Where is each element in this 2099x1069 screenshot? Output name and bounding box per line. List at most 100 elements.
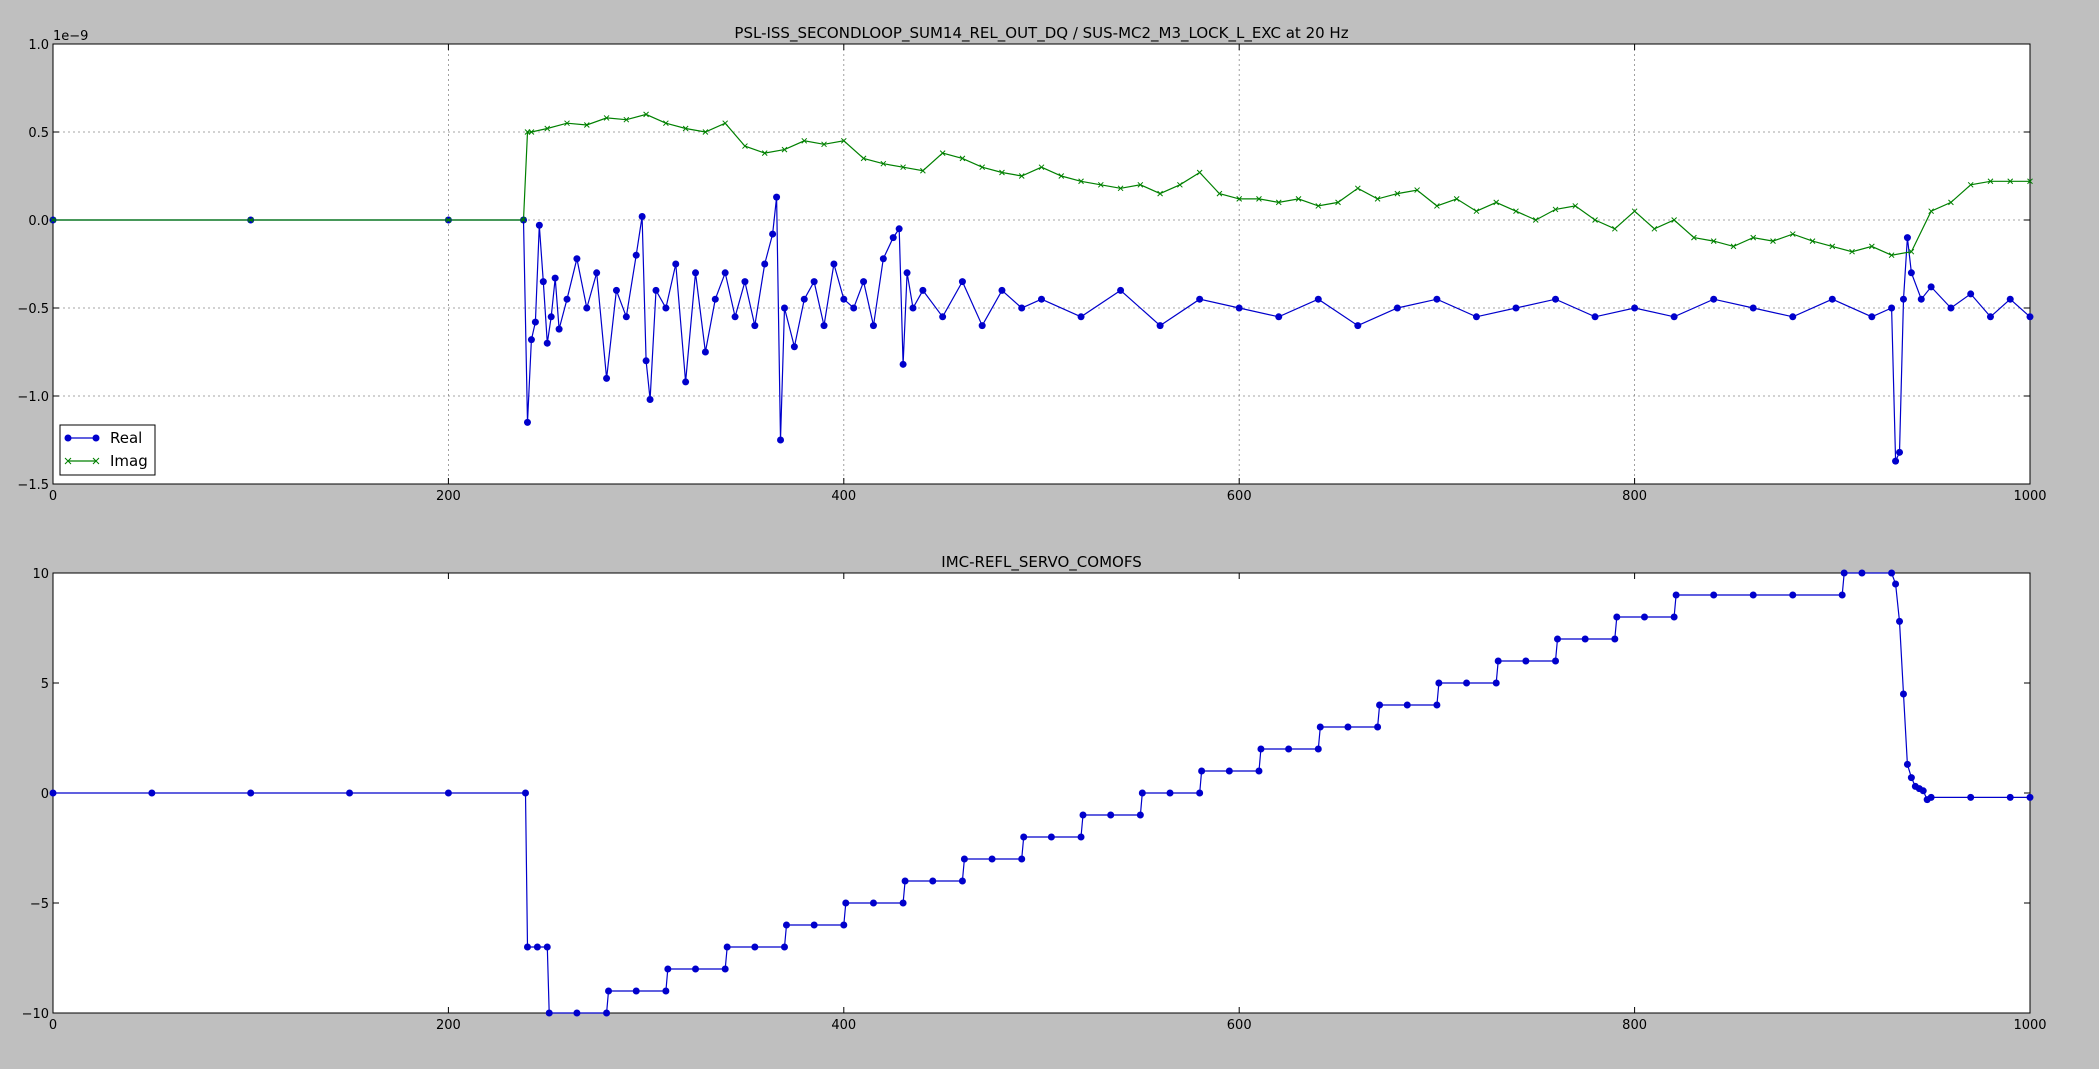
real-point — [840, 295, 848, 303]
series-point — [605, 987, 613, 995]
imag-point — [1058, 173, 1065, 179]
imag-point — [1177, 181, 1183, 188]
imag-point — [900, 164, 906, 171]
imag-point — [663, 120, 669, 127]
y-tick-label: −1.5 — [17, 478, 49, 493]
real-point — [919, 286, 927, 294]
imag-point — [2007, 178, 2014, 185]
real-point — [692, 269, 700, 277]
series-point — [1903, 760, 1911, 768]
series-point — [1967, 793, 1975, 801]
x-tick-label: 1000 — [2013, 1018, 2046, 1033]
real-point — [751, 322, 759, 330]
real-point — [543, 339, 551, 347]
x-tick-label: 800 — [1622, 489, 1647, 504]
real-point — [1710, 295, 1718, 303]
real-point — [2026, 313, 2034, 321]
top-plot-series — [49, 111, 2034, 465]
real-point — [646, 396, 654, 404]
real-point — [1967, 290, 1975, 298]
series-point — [545, 1009, 553, 1017]
real-point — [682, 378, 690, 386]
imag-line — [53, 113, 2030, 256]
series-point — [148, 789, 156, 797]
y-tick-label: 0 — [41, 787, 49, 802]
bottom-plot-title: IMC-REFL_SERVO_COMOFS — [941, 553, 1141, 572]
real-point — [1512, 304, 1520, 312]
real-point — [1631, 304, 1639, 312]
real-point — [903, 269, 911, 277]
series-point — [1374, 723, 1382, 731]
imag-point — [1691, 234, 1697, 241]
series-point — [1838, 591, 1846, 599]
real-point — [1888, 304, 1896, 312]
real-point — [998, 286, 1006, 294]
series-point — [929, 877, 937, 885]
series-point — [1107, 811, 1115, 819]
series-point — [49, 789, 57, 797]
imag-point — [821, 141, 827, 148]
real-point — [790, 343, 798, 351]
series-point — [632, 987, 640, 995]
x-tick-label: 200 — [436, 489, 461, 504]
real-point — [773, 193, 781, 201]
series-point — [1257, 745, 1265, 753]
imag-point — [1928, 208, 1935, 215]
series-point — [533, 943, 541, 951]
real-point — [1156, 322, 1164, 330]
series-point — [1225, 767, 1233, 775]
imag-point — [247, 217, 254, 223]
real-point — [1314, 295, 1322, 303]
series-point — [1077, 833, 1085, 841]
series-point — [1255, 767, 1263, 775]
imag-point — [1038, 164, 1045, 171]
y-tick-label: 0.5 — [28, 126, 49, 141]
y-tick-label: −1.0 — [17, 390, 49, 405]
real-point — [1354, 322, 1362, 330]
real-point — [535, 221, 543, 229]
series-point — [1376, 701, 1384, 709]
imag-point — [1631, 208, 1638, 215]
series-point — [1896, 617, 1904, 625]
series-point — [901, 877, 909, 885]
real-point — [662, 304, 670, 312]
series-point — [1749, 591, 1757, 599]
series-point — [1196, 789, 1204, 797]
top-plot-y-scale-label: 1e−9 — [53, 29, 88, 44]
real-point — [1077, 313, 1085, 321]
real-point — [761, 260, 769, 268]
imag-point — [880, 160, 887, 167]
x-tick-label: 200 — [436, 1018, 461, 1033]
imag-point — [643, 111, 649, 118]
real-point — [879, 255, 887, 263]
imag-point — [1513, 208, 1519, 215]
imag-point — [840, 137, 847, 144]
real-point — [800, 295, 808, 303]
real-point — [573, 255, 581, 263]
imag-point — [1809, 238, 1816, 244]
imag-point — [1275, 199, 1282, 206]
real-point — [563, 295, 571, 303]
imag-point — [528, 129, 535, 135]
imag-point — [1987, 178, 1994, 185]
series-point — [346, 789, 354, 797]
real-point — [1196, 295, 1204, 303]
series-point — [662, 987, 670, 995]
top-plot-ticks: 0 200 400 600 800 1000 −1.5 −1.0 −0.5 0.0 0.5 1.0 — [17, 38, 2046, 504]
series-point — [1316, 723, 1324, 731]
y-tick-label: 1.0 — [28, 38, 49, 53]
real-point — [1927, 283, 1935, 291]
real-point — [731, 313, 739, 321]
series-point — [522, 789, 530, 797]
legend-real-label: Real — [110, 429, 142, 447]
real-point — [909, 304, 917, 312]
series-point — [1492, 679, 1500, 687]
real-point — [531, 318, 539, 326]
legend-real-marker — [92, 434, 100, 442]
series-point — [1433, 701, 1441, 709]
series-point — [1136, 811, 1144, 819]
imag-point — [722, 120, 729, 127]
legend-real-marker — [64, 434, 72, 442]
imag-point — [860, 155, 867, 162]
imag-point — [2027, 178, 2033, 185]
